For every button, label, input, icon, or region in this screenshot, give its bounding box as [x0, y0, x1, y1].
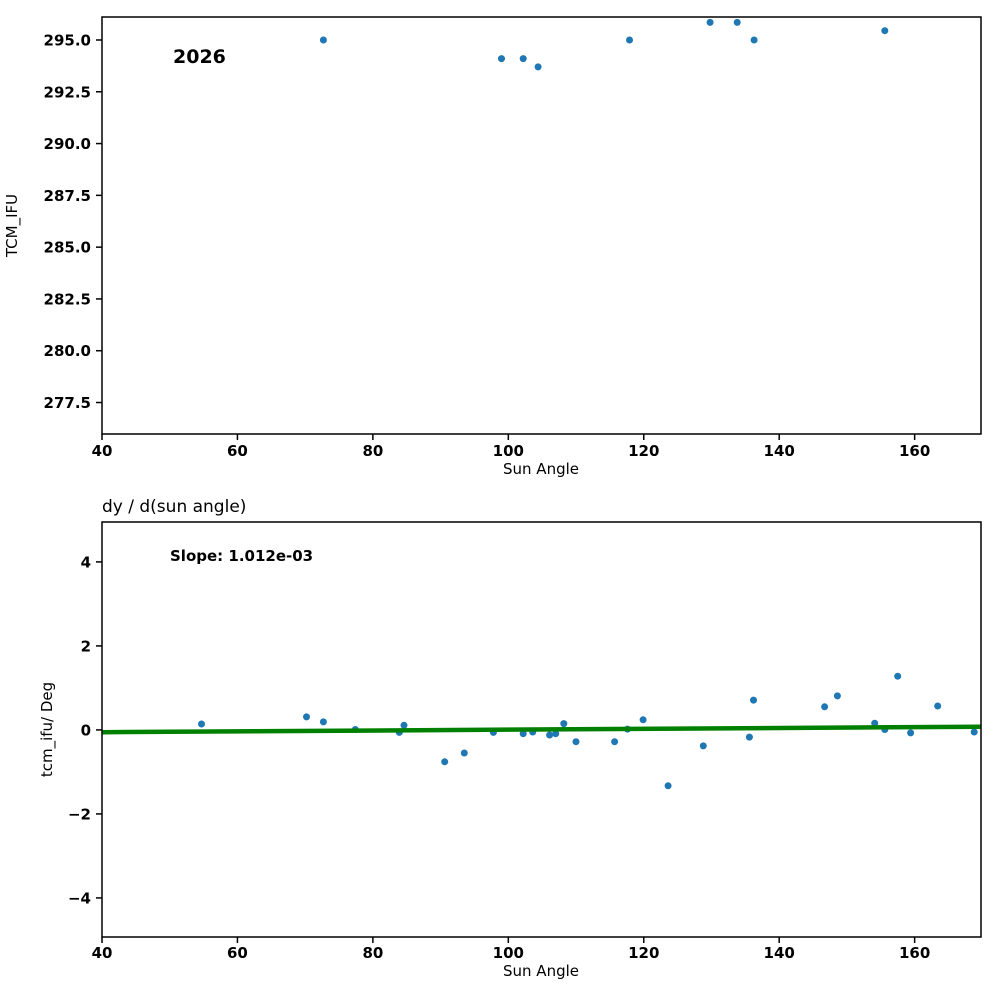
scatter-point — [198, 720, 205, 728]
bottom-chart-annotation: Slope: 1.012e-03 — [170, 547, 313, 565]
y-tick-label: 295.0 — [44, 31, 91, 49]
y-tick-label: 285.0 — [44, 239, 91, 257]
scatter-point — [894, 672, 902, 680]
y-tick-label: 277.5 — [44, 394, 91, 412]
y-tick-label: 290.0 — [44, 135, 91, 153]
scatter-point — [572, 738, 580, 746]
x-tick-label: 60 — [227, 442, 248, 460]
scatter-point — [560, 720, 568, 728]
scatter-point — [639, 716, 647, 724]
top-chart-xlabel: Sun Angle — [503, 460, 579, 478]
scatter-point — [745, 733, 753, 741]
bottom-chart-title: dy / d(sun angle) — [102, 497, 246, 517]
y-tick-label: 287.5 — [44, 187, 91, 205]
x-tick-label: 40 — [92, 944, 113, 962]
x-tick-label: 100 — [493, 944, 524, 962]
scatter-point — [733, 18, 741, 26]
y-tick-label: 282.5 — [44, 290, 91, 308]
scatter-point — [881, 27, 889, 35]
x-tick-label: 140 — [764, 944, 795, 962]
scatter-point — [664, 782, 672, 790]
x-tick-label: 120 — [628, 944, 659, 962]
y-tick-label: −4 — [68, 889, 91, 907]
scatter-point — [821, 703, 829, 711]
scatter-point — [441, 758, 449, 766]
bottom-chart-xlabel: Sun Angle — [503, 962, 579, 980]
x-axis-ticks: 40 60 80 100 120 140 160 — [92, 937, 930, 962]
top-chart-annotation: 2026 — [173, 46, 226, 68]
top-chart: 40 60 80 100 120 140 160 277.5 280.0 282.5 285.0 28… — [44, 16, 982, 460]
x-axis-ticks: 40 60 80 100 120 140 160 — [92, 434, 930, 460]
scatter-point — [552, 730, 560, 738]
x-tick-label: 80 — [362, 944, 383, 962]
scatter-point — [519, 730, 527, 738]
scatter-point — [611, 738, 619, 746]
y-tick-label: 280.0 — [44, 342, 91, 360]
scatter-point — [907, 729, 915, 737]
scatter-point — [519, 55, 527, 63]
y-tick-label: 0 — [81, 721, 91, 739]
y-tick-label: 292.5 — [44, 83, 91, 101]
scatter-point — [706, 18, 714, 26]
x-tick-label: 120 — [628, 442, 659, 460]
x-tick-label: 40 — [92, 442, 113, 460]
bottom-chart: 40 60 80 100 120 140 160 −4 −2 0 2 4 — [68, 521, 982, 962]
scatter-points — [319, 18, 889, 71]
scatter-point — [460, 749, 468, 757]
scatter-point — [303, 713, 310, 721]
scatter-point — [871, 719, 879, 727]
scatter-point — [498, 55, 505, 63]
scatter-point — [934, 702, 942, 710]
x-tick-label: 100 — [493, 442, 524, 460]
scatter-point — [750, 696, 757, 704]
scatter-point — [970, 728, 978, 736]
x-tick-label: 160 — [899, 442, 930, 460]
scatter-point — [546, 731, 554, 739]
x-tick-label: 60 — [227, 944, 248, 962]
x-tick-label: 140 — [764, 442, 795, 460]
x-tick-label: 80 — [362, 442, 383, 460]
top-chart-ylabel: TCM_IFU — [3, 194, 22, 258]
y-tick-label: 4 — [81, 553, 91, 571]
scatter-point — [750, 36, 758, 44]
scatter-point — [319, 36, 327, 44]
bottom-chart-ylabel: tcm_ifu/ Deg — [38, 682, 57, 777]
scatter-point — [534, 63, 542, 71]
scatter-points — [198, 672, 978, 790]
plot-border — [101, 16, 982, 435]
scatter-point — [626, 36, 633, 44]
scatter-point — [699, 742, 707, 750]
scatter-point — [400, 721, 408, 729]
y-axis-ticks: 277.5 280.0 282.5 285.0 287.5 290.0 292.5 295.0 — [44, 31, 102, 412]
y-axis-ticks: −4 −2 0 2 4 — [68, 553, 102, 907]
scatter-point — [833, 692, 841, 700]
fit-line — [101, 724, 982, 735]
y-tick-label: 2 — [81, 637, 91, 655]
scatter-point — [319, 718, 327, 726]
x-tick-label: 160 — [899, 944, 930, 962]
y-tick-label: −2 — [68, 805, 91, 823]
